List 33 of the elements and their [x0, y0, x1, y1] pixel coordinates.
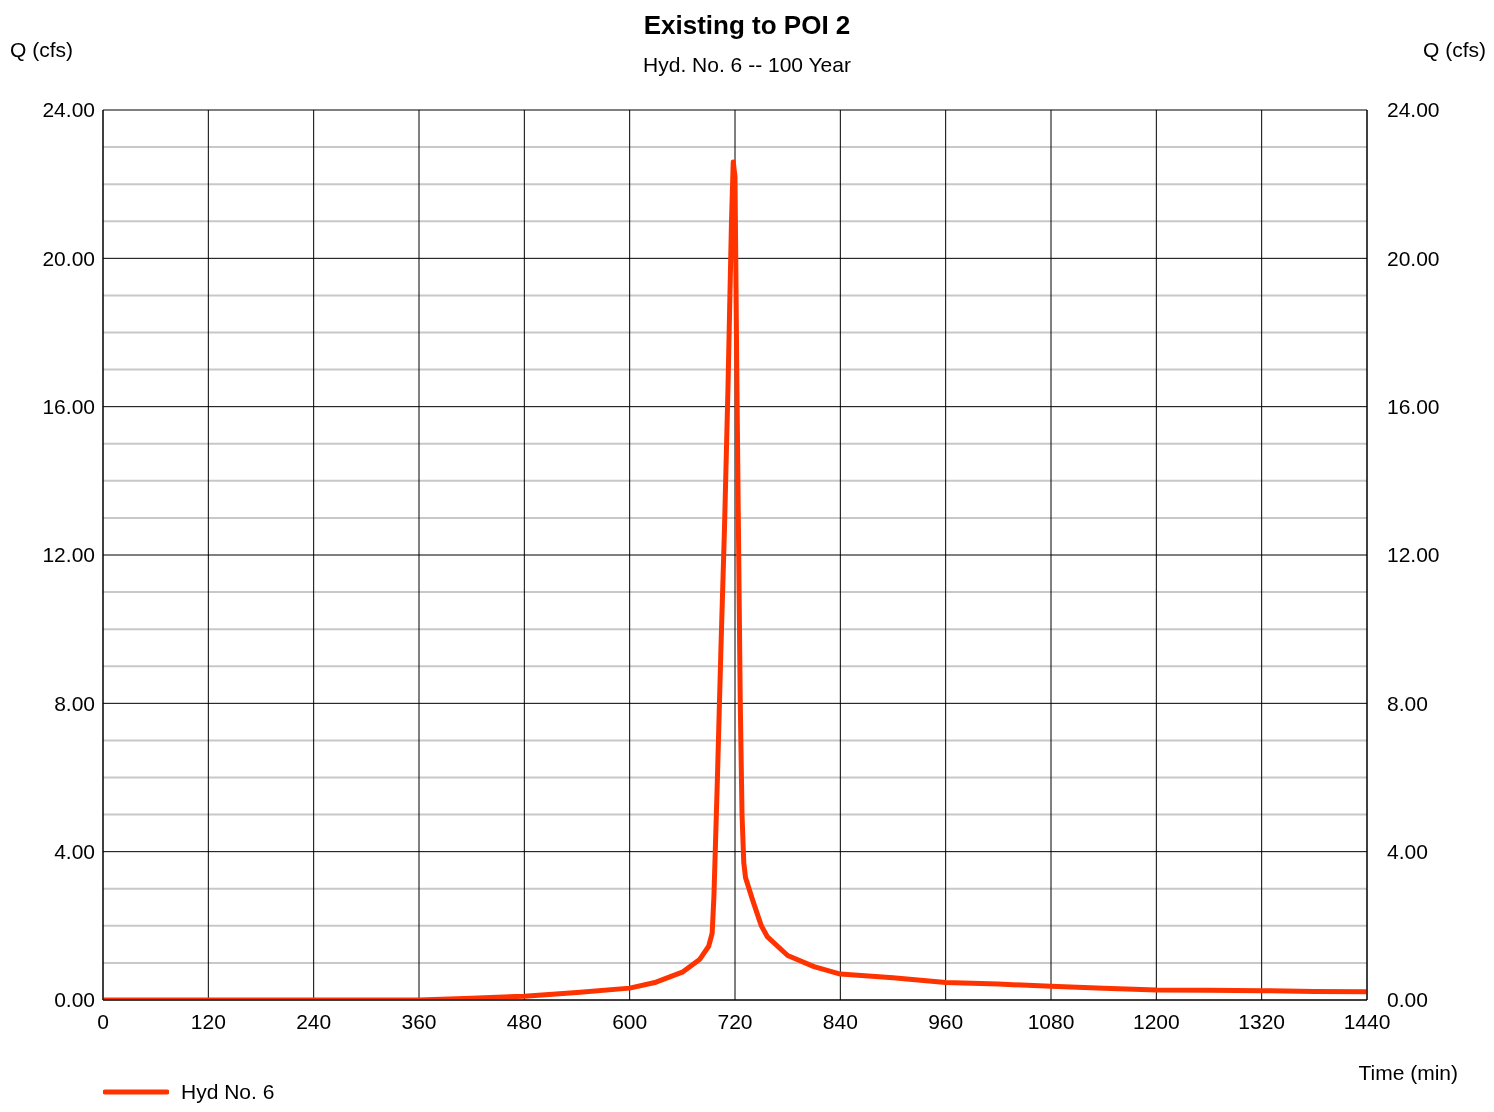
x-tick-label: 480 [506, 1009, 542, 1033]
y2-tick-label: 4.00 [1387, 840, 1428, 864]
x-axis-title: Time (min) [1358, 1061, 1458, 1085]
x-tick-label: 1440 [1343, 1009, 1391, 1033]
legend-label: Hyd No. 6 [181, 1080, 275, 1104]
chart-subtitle: Hyd. No. 6 -- 100 Year [643, 53, 851, 76]
x-tick-label: 240 [296, 1009, 332, 1033]
x-tick-label: 360 [401, 1009, 437, 1033]
y2-axis-title: Q (cfs) [1423, 38, 1486, 62]
y2-tick-label: 24.00 [1387, 98, 1440, 122]
y2-tick-label: 12.00 [1387, 543, 1440, 567]
y-tick-label: 0.00 [54, 988, 95, 1012]
x-tick-label: 120 [190, 1009, 226, 1033]
x-tick-label: 720 [717, 1009, 753, 1033]
y-tick-label: 16.00 [42, 395, 95, 419]
x-tick-label: 1320 [1238, 1009, 1286, 1033]
y-tick-label: 20.00 [42, 246, 95, 270]
x-tick-label: 840 [822, 1009, 858, 1033]
y-tick-label: 8.00 [54, 691, 95, 715]
x-tick-label: 960 [928, 1009, 964, 1033]
y2-tick-label: 20.00 [1387, 246, 1440, 270]
y2-tick-label: 0.00 [1387, 988, 1428, 1012]
y-tick-label: 12.00 [42, 543, 95, 567]
x-tick-label: 600 [612, 1009, 648, 1033]
y2-tick-label: 16.00 [1387, 395, 1440, 419]
x-tick-label: 1200 [1132, 1009, 1180, 1033]
y-axis-title: Q (cfs) [10, 38, 73, 62]
y-tick-label: 4.00 [54, 840, 95, 864]
y2-tick-label: 8.00 [1387, 691, 1428, 715]
y-tick-label: 24.00 [42, 98, 95, 122]
x-tick-label: 0 [97, 1009, 109, 1033]
chart-title: Existing to POI 2 [643, 10, 851, 40]
x-tick-label: 1080 [1027, 1009, 1075, 1033]
